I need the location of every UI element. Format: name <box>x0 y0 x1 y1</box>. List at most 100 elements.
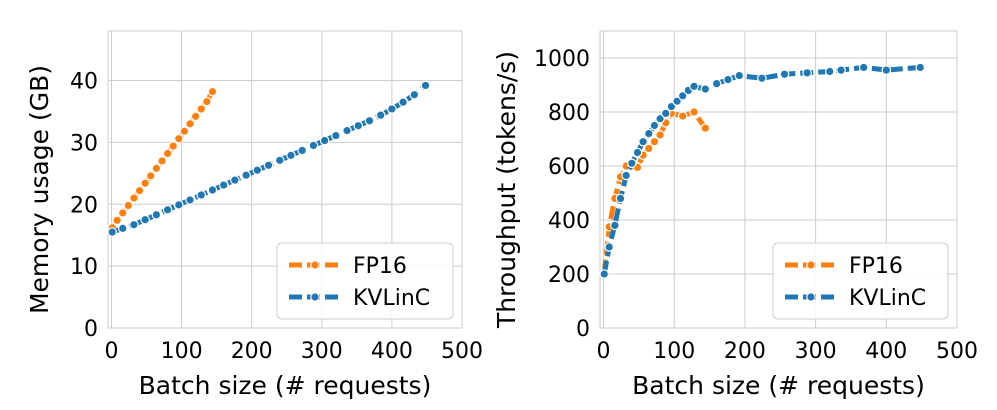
data-point-fp16 <box>700 123 711 133</box>
data-point-kvlinc <box>802 68 812 78</box>
y-tick-label: 800 <box>548 101 590 126</box>
data-point-kvlinc <box>666 101 677 112</box>
data-point-kvlinc <box>672 96 682 106</box>
y-tick-label: 1000 <box>534 47 590 72</box>
data-point-kvlinc <box>409 89 420 100</box>
data-point-kvlinc <box>779 69 790 79</box>
legend-label-kvlinc: KVLinC <box>849 286 926 311</box>
legend-marker-kvlinc <box>806 292 816 302</box>
data-point-fp16 <box>129 193 139 203</box>
plot-frame <box>599 30 958 329</box>
data-point-fp16 <box>123 200 134 211</box>
data-point-fp16 <box>140 178 150 189</box>
data-point-kvlinc <box>632 147 643 158</box>
data-point-kvlinc <box>364 115 375 126</box>
data-point-kvlinc <box>196 190 207 200</box>
x-tick-label: 400 <box>371 339 413 364</box>
data-point-kvlinc <box>824 66 835 77</box>
data-point-kvlinc <box>734 70 745 81</box>
legend-marker-fp16 <box>310 260 320 270</box>
data-point-kvlinc <box>151 209 162 220</box>
data-point-kvlinc <box>207 185 218 195</box>
throughput-chart: 0 100 200 300 400 500 0 200 400 600 800 1000 Batch s… <box>492 30 978 400</box>
series-fp16 <box>599 107 711 278</box>
data-point-kvlinc <box>420 80 431 91</box>
data-point-kvlinc <box>858 62 869 73</box>
x-tick-label: 0 <box>597 339 611 364</box>
data-point-kvlinc <box>174 200 184 210</box>
x-axis-label: Batch size (# requests) <box>139 371 432 400</box>
data-point-kvlinc <box>915 62 926 73</box>
data-point-fp16 <box>207 86 218 97</box>
data-point-kvlinc <box>643 128 654 139</box>
data-point-kvlinc <box>677 91 688 101</box>
data-point-kvlinc <box>263 160 274 171</box>
plot-frame <box>107 30 463 329</box>
data-point-kvlinc <box>274 155 285 166</box>
data-point-kvlinc <box>107 227 118 237</box>
legend-box <box>276 242 454 320</box>
data-point-kvlinc <box>836 65 846 75</box>
data-point-fp16 <box>190 111 201 122</box>
data-point-kvlinc <box>241 170 251 180</box>
data-point-fp16 <box>202 96 212 107</box>
legend-label-fp16: FP16 <box>849 254 903 279</box>
data-point-kvlinc <box>117 223 128 234</box>
series-line-fp16 <box>601 109 708 273</box>
legend: FP16 KVLinC <box>772 242 949 320</box>
series-kvlinc <box>107 80 431 237</box>
data-point-kvlinc <box>140 214 150 225</box>
data-point-fp16 <box>643 143 654 154</box>
data-point-kvlinc <box>615 193 626 204</box>
data-point-kvlinc <box>319 135 330 146</box>
x-tick-label: 200 <box>724 339 766 364</box>
x-tick-label: 300 <box>301 339 343 364</box>
data-point-fp16 <box>689 107 699 117</box>
data-point-fp16 <box>185 119 195 129</box>
data-point-fp16 <box>151 163 162 174</box>
data-point-kvlinc <box>621 170 631 181</box>
x-tick-label: 100 <box>161 339 203 364</box>
data-point-kvlinc <box>218 180 229 190</box>
data-point-kvlinc <box>660 108 671 119</box>
y-axis-label: Throughput (tokens/s) <box>492 51 521 329</box>
data-point-kvlinc <box>599 269 610 279</box>
legend-marker-kvlinc <box>310 292 320 302</box>
data-point-kvlinc <box>700 84 711 94</box>
data-point-kvlinc <box>353 120 364 131</box>
data-point-kvlinc <box>286 150 296 161</box>
data-point-kvlinc <box>230 175 240 185</box>
data-point-kvlinc <box>297 145 307 156</box>
series-fp16 <box>107 86 218 233</box>
y-tick-label: 20 <box>70 193 98 218</box>
y-tick-label: 30 <box>70 131 98 156</box>
legend: FP16 KVLinC <box>276 242 454 320</box>
data-point-kvlinc <box>610 220 620 231</box>
memory-usage-chart: 0 100 200 300 400 500 0 10 20 30 40 Batch size (# r… <box>25 30 483 400</box>
x-tick-label: 300 <box>795 339 837 364</box>
y-tick-label: 40 <box>70 70 98 95</box>
data-point-kvlinc <box>711 78 722 89</box>
data-point-fp16 <box>117 208 128 218</box>
data-point-kvlinc <box>398 97 408 107</box>
data-point-kvlinc <box>375 110 386 120</box>
data-point-kvlinc <box>627 158 637 169</box>
legend-box <box>772 242 949 320</box>
data-point-fp16 <box>655 130 665 140</box>
x-tick-label: 0 <box>105 339 119 364</box>
y-tick-label: 200 <box>548 263 590 288</box>
series-kvlinc <box>599 62 926 279</box>
data-point-fp16 <box>145 170 156 181</box>
data-point-kvlinc <box>308 140 319 151</box>
data-point-kvlinc <box>655 113 665 124</box>
data-point-kvlinc <box>252 165 263 176</box>
data-point-kvlinc <box>331 130 341 141</box>
data-point-fp16 <box>649 136 660 147</box>
y-tick-label: 0 <box>576 317 590 342</box>
y-axis-label: Memory usage (GB) <box>25 65 54 314</box>
data-point-kvlinc <box>881 65 892 75</box>
y-tick-label: 600 <box>548 155 590 180</box>
data-point-fp16 <box>157 156 167 166</box>
x-axis-label: Batch size (# requests) <box>632 371 925 400</box>
